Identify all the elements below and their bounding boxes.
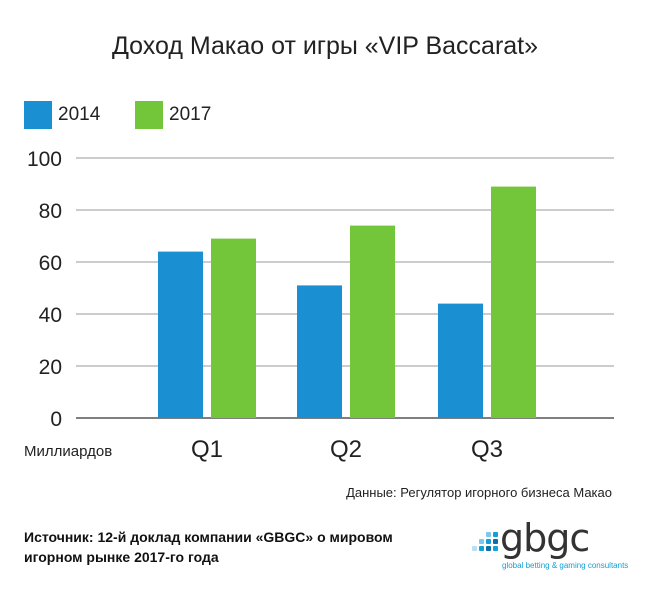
bar-2014-Q1	[158, 251, 203, 418]
bar-2017-Q3	[491, 186, 536, 418]
gbgc-logo: gbgc global betting & gaming consultants	[472, 516, 628, 572]
x-tick-label-Q1: Q1	[191, 436, 223, 463]
legend-swatch-2014	[24, 101, 52, 129]
x-tick-label-Q2: Q2	[330, 436, 362, 463]
x-tick-label-Q3: Q3	[471, 436, 503, 463]
legend-label-2017: 2017	[169, 104, 212, 125]
data-source-note: Данные: Регулятор игорного бизнеса Макао	[346, 485, 612, 500]
bar-2014-Q3	[438, 303, 483, 418]
legend-swatch-2017	[135, 101, 163, 129]
bar-2017-Q2	[350, 225, 395, 418]
bar-2017-Q1	[211, 238, 256, 418]
y-tick-label-20: 20	[39, 356, 62, 379]
y-tick-label-80: 80	[39, 200, 62, 223]
y-tick-label-100: 100	[27, 148, 62, 171]
y-tick-label-40: 40	[39, 304, 62, 327]
bar-2014-Q2	[297, 285, 342, 418]
y-tick-label-0: 0	[50, 408, 62, 431]
footer-source-text: Источник: 12-й доклад компании «GBGC» о …	[24, 529, 393, 565]
chart-title: Доход Макао от игры «VIP Baccarat»	[111, 32, 539, 60]
bar-chart: 0 20 40 60 80 100 Q1 Q2 Q3 Миллиардов	[24, 148, 614, 463]
y-axis-unit-label: Миллиардов	[24, 443, 112, 460]
legend-label-2014: 2014	[58, 104, 101, 125]
y-tick-label-60: 60	[39, 252, 62, 275]
logo-dots-icon	[472, 532, 498, 552]
logo-wordmark: gbgc	[500, 516, 590, 560]
logo-tagline: global betting & gaming consultants	[502, 561, 629, 570]
